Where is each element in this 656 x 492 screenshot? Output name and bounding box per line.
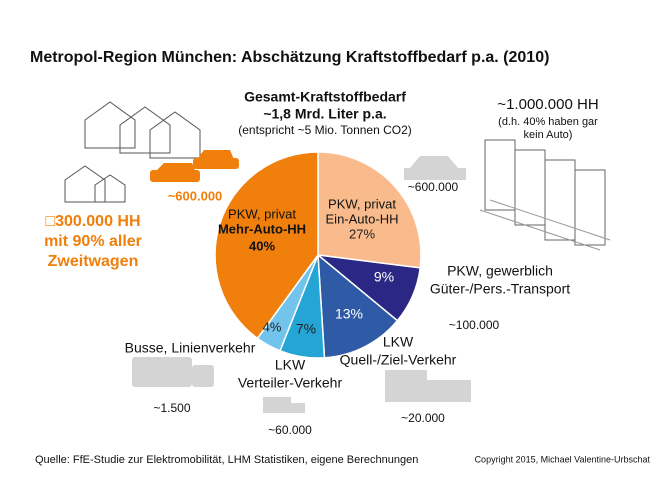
pie-slice (317, 253, 399, 359)
annotation: ~600.000 (168, 188, 223, 203)
value-label: 7% (296, 321, 316, 337)
annotation: ~20.000 (401, 411, 445, 425)
category-label: Güter-/Pers.-Transport (430, 281, 570, 297)
value-label: 40% (249, 238, 275, 253)
value-label: 13% (335, 306, 363, 322)
subtitle: Gesamt-Kraftstoffbedarf (244, 89, 406, 105)
annotation: ~60.000 (268, 423, 312, 437)
category-label: Quell-/Ziel-Verkehr (340, 352, 457, 368)
category-label: LKW (383, 334, 414, 350)
category-label: LKW (275, 357, 306, 373)
value-label: 27% (349, 226, 375, 241)
subtitle: (entspricht ~5 Mio. Tonnen CO2) (238, 123, 412, 137)
annotation: ~1.500 (153, 401, 190, 415)
annotation: Zweitwagen (48, 253, 139, 270)
annotation: kein Auto) (524, 129, 573, 141)
category-label: PKW, gewerblich (447, 263, 553, 279)
category-label: PKW, privat (328, 196, 396, 211)
value-label: 9% (374, 269, 394, 285)
copyright: Copyright 2015, Michael Valentine-Urbsch… (475, 454, 651, 464)
annotation: ~100.000 (449, 318, 500, 332)
chart-title: Metropol-Region München: Abschätzung Kra… (30, 49, 549, 66)
houses-icon (64, 101, 201, 203)
car-icons-orange (150, 150, 239, 182)
value-label: 4% (263, 319, 282, 334)
category-label: Mehr-Auto-HH (218, 221, 306, 236)
category-label: Verteiler-Verkehr (238, 375, 343, 391)
pie-slice (317, 151, 422, 269)
buildings-icon (479, 139, 611, 251)
car-icon-gray (404, 156, 466, 180)
category-label: Ein-Auto-HH (326, 211, 399, 226)
pie-slice (214, 151, 319, 340)
annotation: ~1.000.000 HH (497, 96, 598, 113)
source: Quelle: FfE-Studie zur Elektromobilität,… (35, 454, 418, 466)
category-label: PKW, privat (228, 206, 296, 221)
annotation: (d.h. 40% haben gar (498, 116, 598, 128)
annotation: □300.000 HH (45, 213, 140, 230)
category-label: Busse, Linienverkehr (125, 340, 256, 356)
annotation: mit 90% aller (44, 233, 142, 250)
annotation: ~600.000 (408, 180, 459, 194)
subtitle: ~1,8 Mrd. Liter p.a. (263, 106, 386, 122)
truck-icons (132, 357, 471, 413)
